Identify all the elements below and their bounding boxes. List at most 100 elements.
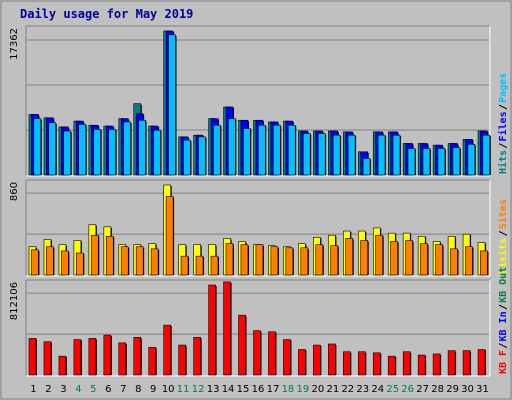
bar-hits_files_pages-pages-24 xyxy=(377,134,386,176)
bar-kbytes-kb-f-4 xyxy=(73,339,82,376)
bar-visits_sites-sites-4 xyxy=(76,252,84,276)
bar-visits_sites-sites-30 xyxy=(465,246,473,276)
day-label-22: 22 xyxy=(341,384,354,395)
day-label-25: 25 xyxy=(386,384,399,395)
day-label-31: 31 xyxy=(476,384,489,395)
bar-visits_sites-sites-11 xyxy=(180,255,189,276)
legend-kbytes-3: / xyxy=(498,304,509,310)
bar-kbytes-kb-f-13 xyxy=(208,284,216,376)
day-label-26: 26 xyxy=(401,384,414,395)
bar-kbytes-kb-f-1 xyxy=(28,338,37,376)
legend-hits_files_pages-3: / xyxy=(498,104,509,110)
day-label-13: 13 xyxy=(207,384,220,395)
day-label-17: 17 xyxy=(267,384,280,395)
bar-hits_files_pages-pages-26 xyxy=(407,148,416,176)
legend-kbytes-0: KB F xyxy=(498,350,509,374)
bar-visits_sites-sites-22 xyxy=(345,238,354,276)
bar-hits_files_pages-pages-5 xyxy=(93,129,101,176)
bar-hits_files_pages-pages-27 xyxy=(422,148,431,176)
bar-hits_files_pages-pages-15 xyxy=(243,128,251,176)
bar-visits_sites-sites-28 xyxy=(435,244,443,276)
day-label-16: 16 xyxy=(252,384,265,395)
legend-kbytes-1: / xyxy=(498,343,509,349)
bar-visits_sites-sites-29 xyxy=(450,248,458,276)
bar-hits_files_pages-pages-7 xyxy=(123,121,131,176)
bar-kbytes-kb-f-26 xyxy=(402,351,411,376)
day-label-10: 10 xyxy=(162,384,175,395)
legend-hits_files_pages-1: / xyxy=(498,143,509,149)
day-label-19: 19 xyxy=(297,384,310,395)
bar-hits_files_pages-pages-2 xyxy=(48,122,57,176)
day-label-29: 29 xyxy=(446,384,459,395)
day-label-4: 4 xyxy=(75,384,81,395)
bar-visits_sites-sites-25 xyxy=(390,241,398,276)
legend-visits_sites-2: Sites xyxy=(497,199,509,229)
day-label-12: 12 xyxy=(192,384,205,395)
bar-visits_sites-sites-3 xyxy=(61,250,69,276)
bar-visits_sites-sites-5 xyxy=(90,234,99,276)
bar-visits_sites-sites-18 xyxy=(285,247,294,276)
bar-kbytes-kb-f-31 xyxy=(477,349,486,376)
day-label-18: 18 xyxy=(282,384,295,395)
bar-kbytes-kb-f-6 xyxy=(103,334,112,376)
day-label-3: 3 xyxy=(60,384,66,395)
bar-kbytes-kb-f-28 xyxy=(432,353,441,376)
bar-visits_sites-sites-21 xyxy=(330,245,339,276)
bar-hits_files_pages-pages-28 xyxy=(437,148,446,176)
day-label-11: 11 xyxy=(177,384,190,395)
bar-kbytes-kb-f-25 xyxy=(387,355,396,376)
bar-hits_files_pages-pages-31 xyxy=(482,134,491,176)
day-label-6: 6 xyxy=(105,384,111,395)
legend-visits_sites-0: Visits xyxy=(497,238,509,274)
legend-hits_files_pages-2: Files xyxy=(497,111,509,141)
bar-visits_sites-sites-9 xyxy=(150,248,159,276)
day-label-27: 27 xyxy=(416,384,429,395)
day-label-14: 14 xyxy=(222,384,235,395)
bar-kbytes-kb-f-22 xyxy=(343,351,351,376)
bar-kbytes-kb-f-11 xyxy=(178,344,186,376)
bar-visits_sites-sites-1 xyxy=(31,249,39,276)
bar-hits_files_pages-pages-6 xyxy=(108,129,116,176)
ymax-label-visits_sites: 860 xyxy=(9,182,20,201)
bar-visits_sites-sites-20 xyxy=(315,244,324,276)
bar-hits_files_pages-pages-12 xyxy=(198,136,206,176)
bar-hits_files_pages-pages-14 xyxy=(228,118,236,176)
bar-hits_files_pages-pages-13 xyxy=(213,124,221,176)
bar-visits_sites-sites-14 xyxy=(225,243,234,276)
bar-kbytes-kb-f-8 xyxy=(133,337,142,376)
day-label-21: 21 xyxy=(326,384,339,395)
bar-kbytes-kb-f-3 xyxy=(58,355,67,376)
bar-hits_files_pages-pages-22 xyxy=(347,134,356,176)
bar-kbytes-kb-f-16 xyxy=(253,330,261,376)
bar-hits_files_pages-pages-8 xyxy=(138,119,146,176)
bar-kbytes-kb-f-29 xyxy=(447,350,456,376)
bar-hits_files_pages-pages-25 xyxy=(392,134,401,176)
bar-kbytes-kb-f-18 xyxy=(283,339,291,376)
bar-kbytes-kb-f-14 xyxy=(223,281,231,376)
bar-hits_files_pages-pages-19 xyxy=(302,133,311,176)
day-label-30: 30 xyxy=(461,384,474,395)
bar-kbytes-kb-f-10 xyxy=(163,324,172,376)
bar-kbytes-kb-f-5 xyxy=(88,338,97,376)
bar-hits_files_pages-pages-3 xyxy=(63,130,72,176)
bar-hits_files_pages-pages-1 xyxy=(33,118,42,176)
day-label-20: 20 xyxy=(312,384,325,395)
bar-hits_files_pages-pages-23 xyxy=(362,158,371,176)
day-label-9: 9 xyxy=(150,384,156,395)
bar-visits_sites-sites-8 xyxy=(135,246,144,276)
bar-visits_sites-sites-10 xyxy=(165,196,174,276)
bar-kbytes-kb-f-19 xyxy=(298,349,306,376)
day-label-15: 15 xyxy=(237,384,250,395)
bar-kbytes-kb-f-7 xyxy=(118,342,127,376)
ymax-label-kbytes: 812106 xyxy=(9,282,20,320)
chart-title: Daily usage for May 2019 xyxy=(20,7,193,21)
bar-visits_sites-sites-15 xyxy=(240,244,249,276)
bar-visits_sites-sites-12 xyxy=(195,255,204,276)
bar-visits_sites-sites-16 xyxy=(255,244,264,276)
legend-hits_files_pages-4: Pages xyxy=(498,73,509,103)
bar-visits_sites-sites-17 xyxy=(270,246,279,276)
bar-hits_files_pages-pages-10 xyxy=(168,34,176,176)
bar-visits_sites-sites-6 xyxy=(105,235,114,276)
